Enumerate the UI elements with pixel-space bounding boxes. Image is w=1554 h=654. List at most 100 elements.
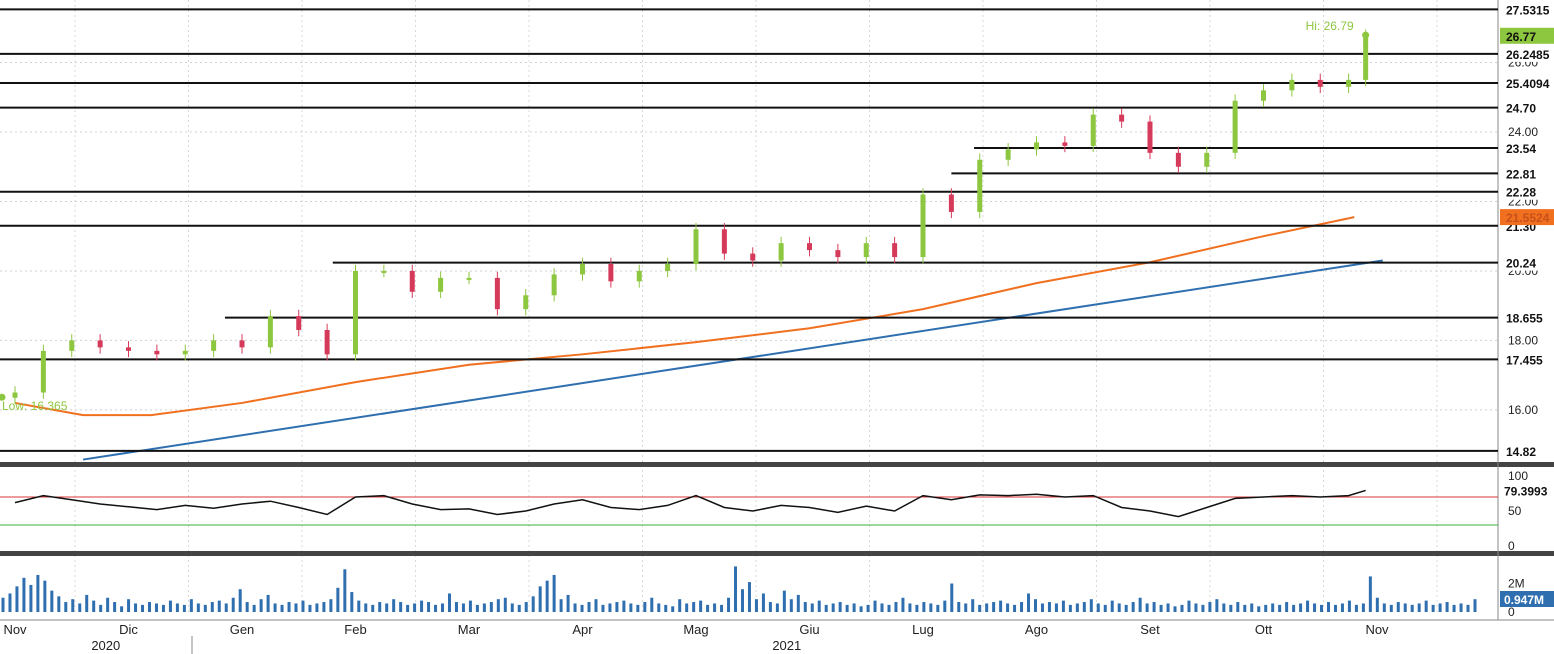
volume-bar xyxy=(1,597,5,612)
moving-average-line xyxy=(14,216,1355,417)
volume-bar xyxy=(824,604,828,612)
volume-bar xyxy=(838,602,842,612)
month-label: Gen xyxy=(230,622,255,637)
volume-bar xyxy=(685,603,689,612)
volume-bar xyxy=(761,593,765,612)
candle-body xyxy=(892,243,898,258)
volume-bar xyxy=(1313,603,1317,612)
volume-bar xyxy=(894,602,898,612)
volume-bar xyxy=(1320,604,1324,612)
volume-bar xyxy=(922,602,926,612)
candle-body xyxy=(1261,90,1266,101)
volume-bar xyxy=(880,603,884,612)
candle-body xyxy=(1005,149,1011,160)
candle-body xyxy=(1090,114,1096,146)
volume-bar xyxy=(1033,599,1037,612)
volume-bar xyxy=(154,603,158,612)
volume-bar xyxy=(1347,600,1351,612)
volume-bar xyxy=(545,580,549,612)
volume-bar xyxy=(754,599,758,612)
volume-bar xyxy=(1452,604,1456,612)
volume-bar xyxy=(1417,603,1421,612)
volume-bar xyxy=(796,594,800,612)
volume-bar xyxy=(1459,603,1463,612)
volume-bar xyxy=(266,594,270,612)
volume-bar xyxy=(929,603,933,612)
volume-bar xyxy=(1110,600,1114,612)
volume-bar xyxy=(245,602,249,612)
volume-bar xyxy=(280,604,284,612)
volume-bar xyxy=(71,599,75,612)
level-line-label-bg xyxy=(1500,1,1554,18)
candle-body xyxy=(1062,142,1068,146)
volume-bar xyxy=(1020,602,1024,612)
volume-bar xyxy=(168,600,172,612)
volume-bar xyxy=(1299,603,1303,612)
volume-bar xyxy=(392,599,396,612)
candle-body xyxy=(1175,152,1181,167)
volume-bar xyxy=(99,604,103,612)
volume-bar xyxy=(810,603,814,612)
month-label: Apr xyxy=(572,622,593,637)
volume-bar xyxy=(203,604,207,612)
volume-bar xyxy=(524,602,528,612)
volume-bar xyxy=(141,604,145,612)
month-label: Lug xyxy=(912,622,934,637)
month-label: Nov xyxy=(1365,622,1389,637)
candle-body xyxy=(721,229,727,254)
rsi-tick-label: 50 xyxy=(1508,504,1522,518)
volume-bar xyxy=(287,602,291,612)
volume-bar xyxy=(1445,602,1449,612)
volume-bar xyxy=(217,600,221,612)
volume-bar xyxy=(747,582,751,612)
volume-bar xyxy=(322,602,326,612)
volume-bar xyxy=(273,603,277,612)
volume-bar xyxy=(629,603,633,612)
volume-bar xyxy=(915,604,919,612)
volume-bar xyxy=(1082,602,1086,612)
volume-bar xyxy=(1075,603,1079,612)
volume-bar xyxy=(301,600,305,612)
price-tick-label: 24.00 xyxy=(1508,125,1538,139)
last-price-label-bg xyxy=(1500,27,1554,44)
candle-body xyxy=(182,350,188,355)
level-line-label: 24.70 xyxy=(1506,102,1536,116)
volume-bar xyxy=(1027,593,1031,612)
volume-bar xyxy=(859,606,863,612)
volume-bar xyxy=(650,597,654,612)
volume-bar xyxy=(1215,599,1219,612)
candle-body xyxy=(353,270,358,355)
level-line-label-bg xyxy=(1500,139,1554,156)
candle-body xyxy=(12,392,18,398)
volume-bar xyxy=(127,599,131,612)
month-label: Feb xyxy=(344,622,366,637)
volume-bar xyxy=(1159,604,1163,612)
level-line-label-bg xyxy=(1500,351,1554,368)
volume-bar xyxy=(971,599,975,612)
volume-bar xyxy=(57,596,61,612)
volume-bar xyxy=(1068,604,1072,612)
volume-bar xyxy=(210,602,214,612)
volume-bar xyxy=(29,584,33,612)
volume-bar xyxy=(1138,597,1142,612)
level-line-label: 18.655 xyxy=(1506,312,1543,326)
candle-body xyxy=(693,229,699,264)
candle-body xyxy=(381,270,387,273)
volume-bar xyxy=(1271,603,1275,612)
volume-bar xyxy=(259,599,263,612)
volume-bar xyxy=(985,603,989,612)
volume-bar xyxy=(552,574,556,612)
volume-bar xyxy=(943,600,947,612)
volume-bar xyxy=(887,604,891,612)
volume-bar xyxy=(1389,604,1393,612)
volume-bar xyxy=(559,599,563,612)
volume-bar xyxy=(454,602,458,612)
volume-bar xyxy=(671,606,675,612)
volume-bar xyxy=(231,597,235,612)
volume-bar xyxy=(566,594,570,612)
volume-bar xyxy=(531,596,535,612)
volume-bar xyxy=(1410,604,1414,612)
volume-bar xyxy=(8,593,12,612)
y-axis-labels: 16.0018.0020.0022.0024.0026.0027.531526.… xyxy=(1500,1,1554,619)
volume-bar xyxy=(1368,576,1372,612)
